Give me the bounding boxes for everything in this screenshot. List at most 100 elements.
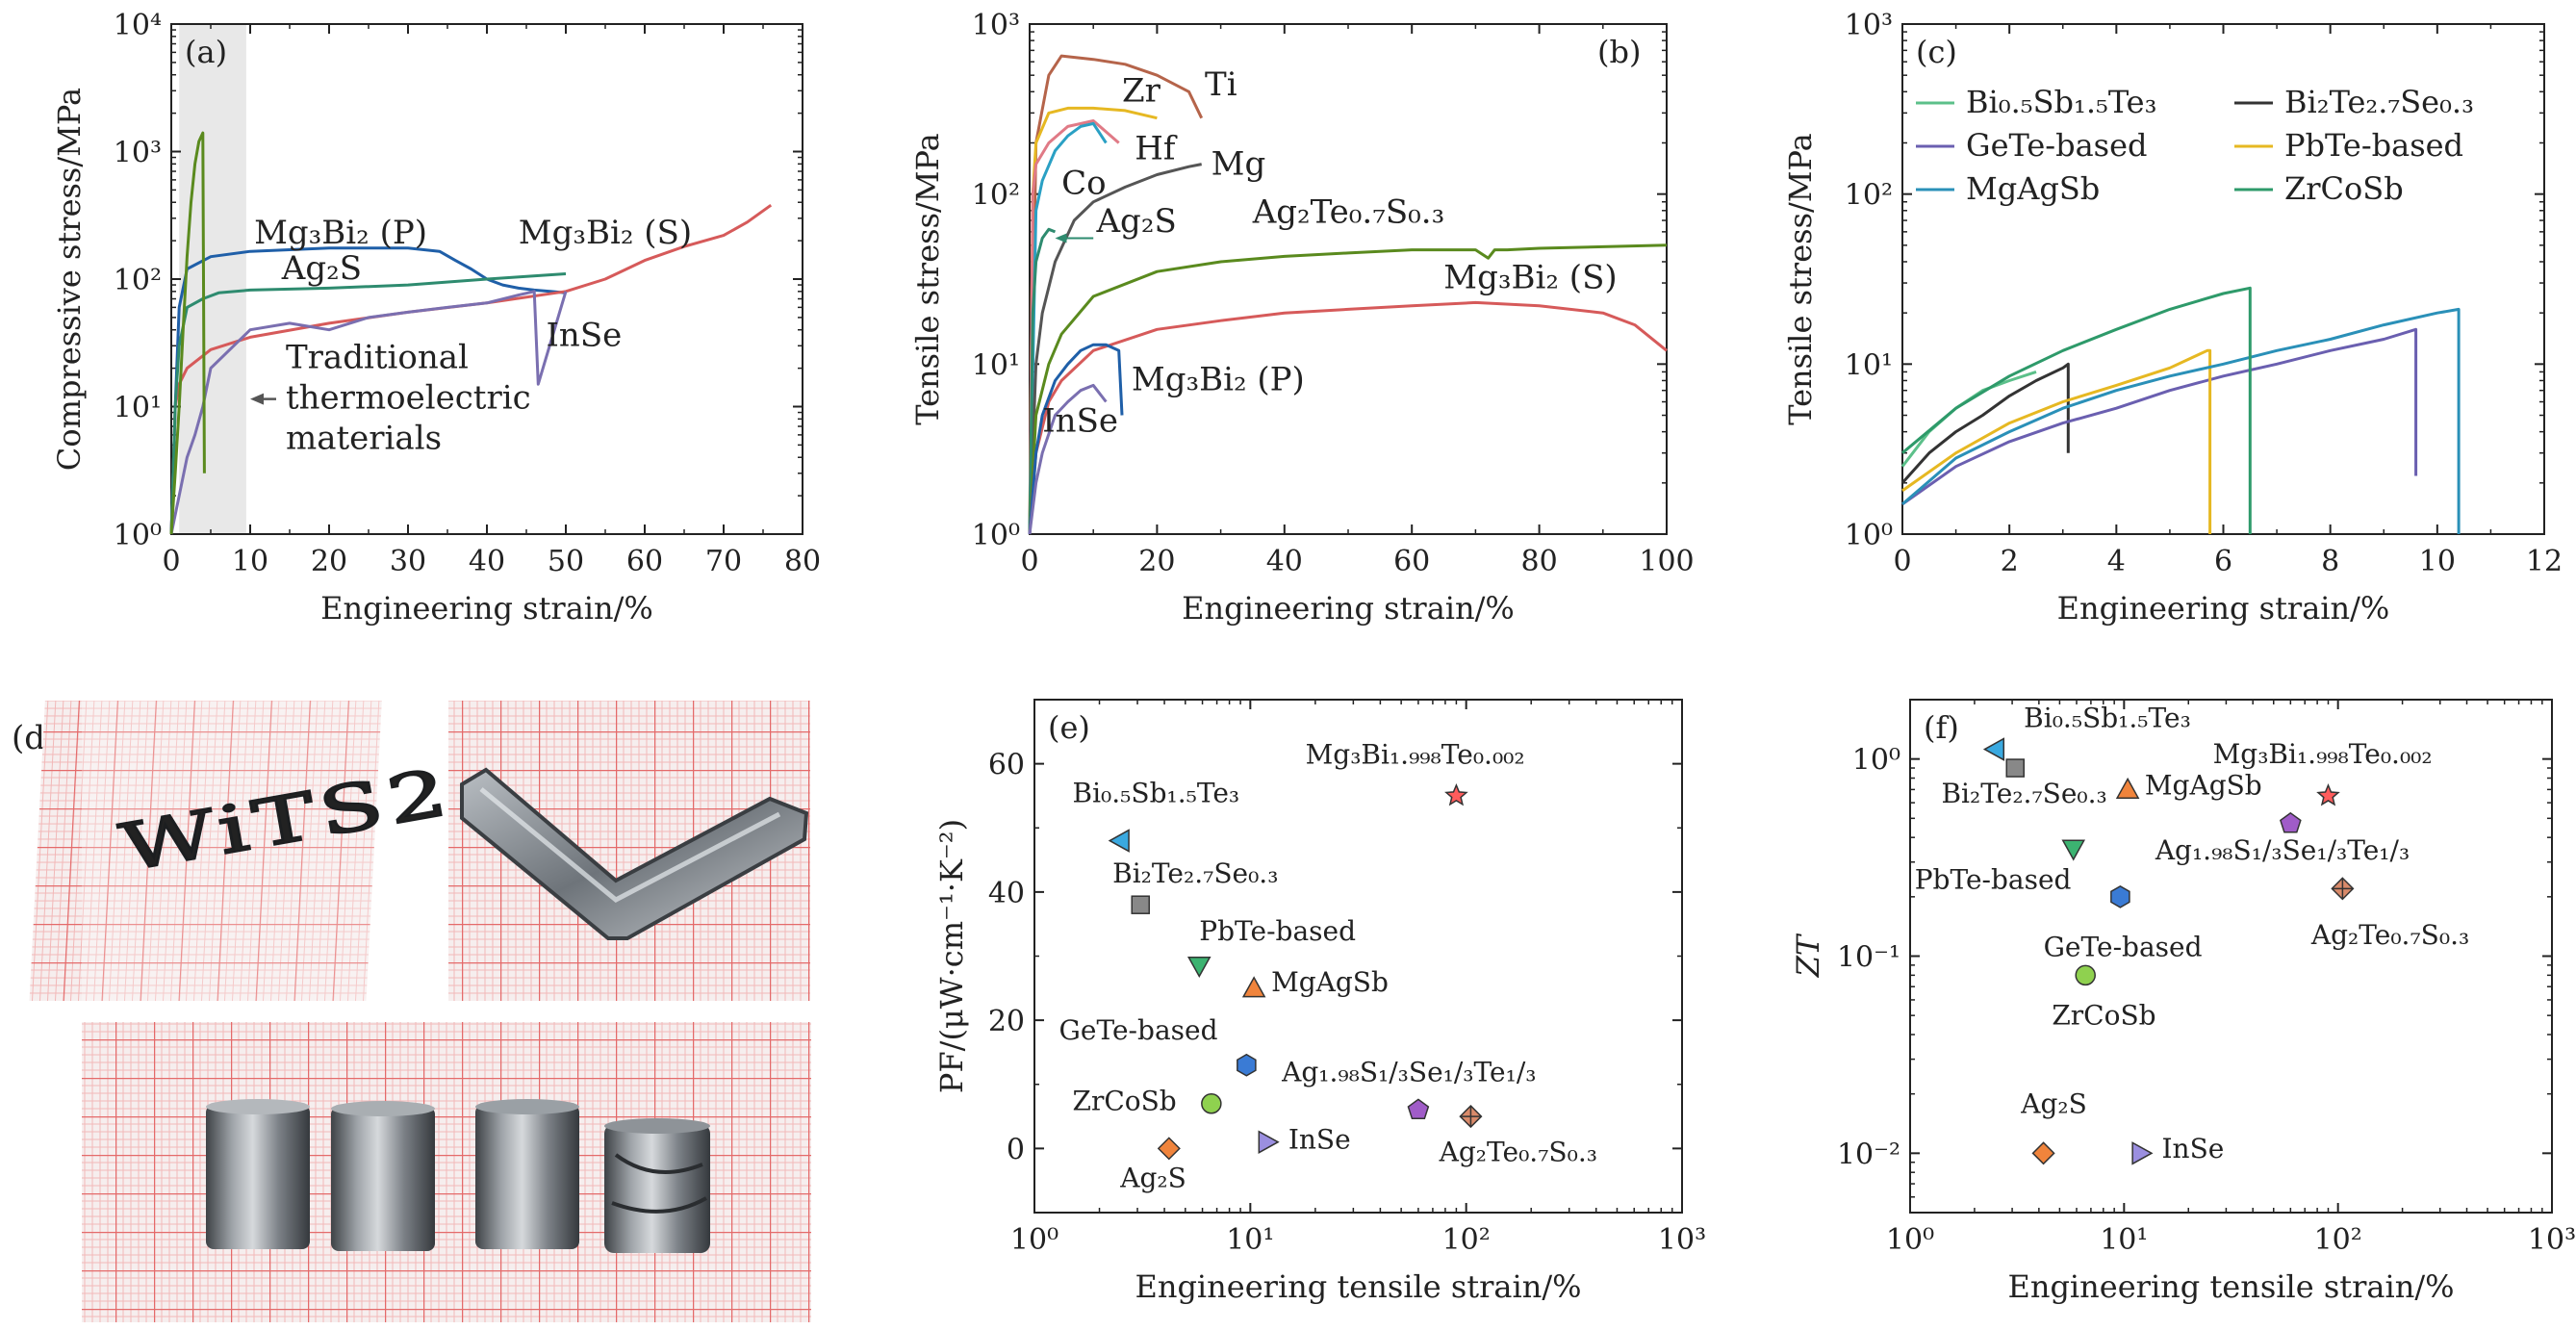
scatter-point-8 [1258, 1130, 1280, 1154]
point-label: Ag₂S [1119, 1162, 1186, 1193]
y-axis-label: PF/(μW·cm⁻¹·K⁻²) [933, 819, 970, 1093]
y-tick-label: 10⁰ [1845, 519, 1893, 552]
scatter-point-6 [1201, 1092, 1222, 1114]
x-tick-label: 10² [2314, 1223, 2362, 1257]
point-label: ZrCoSb [1073, 1085, 1177, 1116]
x-tick-label: 10¹ [2100, 1223, 2148, 1257]
legend-entry: ZrCoSb [2284, 170, 2404, 207]
point-label: Bi₀.₅Sb₁.₅Te₃ [2024, 703, 2191, 734]
x-tick-label: 10⁰ [1886, 1223, 1934, 1257]
y-tick-label: 10¹ [972, 348, 1020, 382]
series-label: Ag₂Te₀.₇S₀.₃ [1252, 192, 1445, 231]
annotation-arrow-head [250, 393, 264, 405]
x-axis-label: Engineering tensile strain/% [2007, 1268, 2454, 1305]
x-tick-label: 2 [2001, 545, 2019, 578]
scatter-point-1 [2005, 758, 2025, 778]
point-label: GeTe-based [2044, 932, 2203, 963]
photo-cylinder-4 [604, 1118, 710, 1253]
x-tick-label: 10 [232, 545, 268, 578]
series-label: Ag₂S [281, 249, 362, 288]
point-label: PbTe-based [1915, 863, 2072, 895]
series-line-1 [169, 203, 773, 535]
photo-cylinder-1 [206, 1099, 310, 1249]
x-axis-label: Engineering strain/% [320, 590, 653, 627]
traditional-region [179, 24, 246, 534]
x-tick-label: 70 [705, 545, 742, 578]
scatter-point-7 [2110, 884, 2130, 908]
point-label: Mg₃Bi₁.₉₉₈Te₀.₀₀₂ [2213, 738, 2433, 770]
point-label: Ag₁.₉₈S₁/₃Se₁/₃Te₁/₃ [1281, 1056, 1536, 1087]
x-tick-label: 0 [1893, 545, 1911, 578]
x-tick-label: 60 [626, 545, 663, 578]
x-axis-label: Engineering strain/% [1182, 590, 1515, 627]
x-tick-label: 80 [1521, 545, 1558, 578]
annotation-text: Traditional [286, 339, 469, 377]
x-tick-label: 60 [1393, 545, 1430, 578]
point-label: Bi₂Te₂.₇Se₀.₃ [1941, 778, 2106, 809]
series-label: Mg₃Bi₂ (P) [254, 214, 427, 252]
chart-a: 0 10 20 30 40 50 60 70 80 10⁰ 10¹ 10² 10³ 10⁴ Engineer… [51, 9, 821, 627]
series-line-1 [1900, 362, 2070, 484]
panel-label-b: (b) [1597, 34, 1641, 70]
point-label: Bi₂Te₂.₇Se₀.₃ [1112, 857, 1278, 889]
scatter-point-1 [1131, 895, 1150, 914]
y-axis-label: Tensile stress/MPa [909, 133, 946, 424]
point-label: MgAgSb [1271, 966, 1389, 998]
point-label: Mg₃Bi₁.₉₉₈Te₀.₀₀₂ [1306, 739, 1525, 771]
point-label: PbTe-based [1199, 915, 1356, 947]
scatter-point-0 [1982, 737, 2005, 761]
point-label: MgAgSb [2145, 770, 2262, 802]
series-label: Ag₂S [1096, 202, 1177, 241]
x-tick-label: 80 [784, 545, 821, 578]
y-tick-label: 10³ [114, 137, 162, 170]
series-line-3 [1901, 348, 2212, 534]
series-label: Hf [1135, 130, 1178, 168]
x-tick-label: 10² [1442, 1223, 1491, 1257]
y-tick-label: 10¹ [114, 392, 162, 425]
scatter-point-2 [1186, 956, 1211, 979]
point-label: InSe [1288, 1123, 1351, 1155]
x-axis-label: Engineering strain/% [2057, 590, 2390, 627]
point-label: GeTe-based [1059, 1014, 1218, 1046]
series-label: Co [1061, 165, 1106, 203]
panel-label-c: (c) [1916, 34, 1957, 70]
scatter-point-5 [1407, 1098, 1430, 1120]
x-axis-label: Engineering tensile strain/% [1135, 1268, 1581, 1305]
y-tick-label: 10³ [972, 9, 1020, 42]
y-tick-label: 10² [972, 179, 1020, 213]
y-tick-label: 10³ [1845, 9, 1893, 42]
y-tick-label: 10⁰ [1852, 744, 1900, 778]
x-tick-label: 20 [311, 545, 347, 578]
x-tick-label: 100 [1639, 545, 1694, 578]
series-line-6 [1028, 243, 1668, 535]
chart-e: 10⁰ 10¹ 10² 10³ 0 20 40 60 Engineering tensile s… [933, 699, 1706, 1305]
scatter-point-4 [2279, 811, 2302, 833]
y-tick-label: 10⁻² [1837, 1138, 1900, 1171]
series-line-8 [1028, 343, 1124, 535]
point-label: Bi₀.₅Sb₁.₅Te₃ [1073, 778, 1240, 809]
annotation-text: materials [286, 420, 442, 458]
x-tick-label: 10¹ [1226, 1223, 1274, 1257]
point-label: ZrCoSb [2052, 1000, 2155, 1032]
series-line-9 [1028, 383, 1108, 535]
photo-cylinder-2 [331, 1101, 435, 1251]
y-tick-label: 10⁴ [114, 9, 162, 42]
x-tick-label: 30 [390, 545, 426, 578]
x-tick-label: 6 [2214, 545, 2232, 578]
y-axis-label: Tensile stress/MPa [1782, 133, 1819, 424]
point-label: Ag₂Te₀.₇S₀.₃ [1439, 1137, 1597, 1168]
y-tick-label: 10⁰ [114, 519, 162, 552]
series-label: Mg [1211, 145, 1266, 184]
x-tick-label: 10⁰ [1010, 1223, 1058, 1257]
series-line-2 [1901, 327, 2418, 506]
scatter-point-0 [1108, 829, 1130, 853]
point-label: Ag₂S [2020, 1088, 2087, 1120]
chart-c: 0 2 4 6 8 10 12 10⁰ 10¹ 10² 10³ Engineering strain/… [1782, 9, 2563, 627]
y-axis-label: Compressive stress/MPa [51, 88, 88, 471]
series-line-3 [169, 290, 568, 535]
x-tick-label: 0 [1020, 545, 1038, 578]
x-tick-label: 50 [548, 545, 584, 578]
series-label: Mg₃Bi₂ (S) [519, 214, 692, 252]
series-label: Mg₃Bi₂ (S) [1443, 258, 1617, 296]
panel-label-a: (a) [185, 34, 227, 70]
